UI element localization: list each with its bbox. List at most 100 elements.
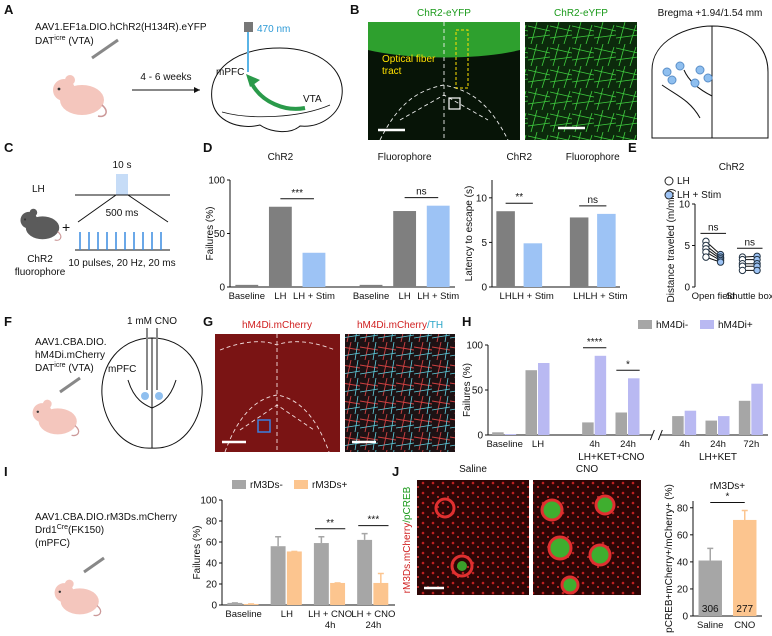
- bar: [393, 211, 417, 287]
- pulse-label: 10 pulses, 20 Hz, 20 ms: [68, 258, 175, 269]
- bar: [718, 416, 730, 435]
- cells: [540, 494, 616, 595]
- bar: [628, 378, 640, 435]
- bar: [496, 211, 515, 287]
- x-tick-label: Saline: [697, 620, 723, 631]
- y-tick-label: 100: [208, 176, 225, 187]
- error-bar: [741, 509, 748, 520]
- y-axis-label: Failures (%): [462, 363, 473, 417]
- epoch-label: 10 s: [113, 160, 132, 171]
- label-part: /pCREB: [402, 486, 413, 522]
- legend-swatch: [700, 320, 714, 329]
- y-tick-label: 100: [466, 341, 483, 352]
- brain-outline: [211, 47, 343, 132]
- syringe: [91, 38, 119, 60]
- coronal-brain: [101, 337, 203, 449]
- n-label: 277: [736, 604, 753, 615]
- legend-label: LH + Stim: [677, 190, 721, 201]
- significance-label: ***: [368, 515, 380, 526]
- point: [716, 258, 725, 266]
- region-text: (mPFC): [35, 538, 70, 549]
- bar: [359, 284, 383, 287]
- syringe: [59, 376, 81, 394]
- bar: [597, 213, 616, 287]
- vector-text: hM4Di.mCherry: [35, 350, 105, 361]
- line-rest: (FK150): [68, 525, 104, 536]
- y-tick-label: 40: [206, 559, 218, 570]
- title-part: hM4Di.mCherry: [357, 320, 427, 331]
- legend-label: hM4Di-: [656, 320, 688, 331]
- y-tick-label: 80: [677, 503, 689, 514]
- x-tick-label: LH + CNO 4h: [308, 609, 352, 631]
- line-sup: icre: [54, 35, 65, 42]
- zoom-box: [257, 419, 271, 433]
- bar: [698, 560, 722, 616]
- x-tick-label: LH + CNO 24h: [351, 609, 395, 631]
- panel-letter: G: [203, 314, 213, 329]
- bar: [738, 400, 751, 435]
- legend-marker: [664, 176, 674, 186]
- group-label: LH+KET+CNO: [578, 452, 644, 463]
- x-tick-label: LH: [274, 291, 286, 302]
- x-tick-label: Baseline: [486, 439, 522, 450]
- bar: [672, 416, 684, 435]
- title-part: /TH: [427, 320, 443, 331]
- panel-letter: E: [628, 140, 637, 155]
- cells: [434, 497, 474, 578]
- fiber-label: tract: [382, 66, 402, 77]
- chart-title: ChR2: [719, 162, 745, 173]
- bar: [492, 432, 504, 435]
- fiber-box: [244, 22, 253, 32]
- y-tick-label: 20: [206, 580, 218, 591]
- image-title: CNO: [576, 464, 598, 475]
- mouse-line: DATicre (VTA): [35, 35, 94, 47]
- mouse-icon: [53, 579, 102, 617]
- target-label: VTA: [303, 94, 322, 105]
- error-bar: [707, 547, 714, 561]
- y-tick-label: 0: [219, 283, 225, 294]
- y-tick-label: 10: [679, 200, 691, 211]
- n-label: 306: [702, 604, 719, 615]
- y-tick-label: 50: [472, 386, 484, 397]
- x-tick-label: LH: [532, 439, 544, 450]
- bar: [504, 434, 517, 435]
- significance-label: ***: [291, 188, 303, 199]
- y-tick-label: 0: [684, 283, 690, 294]
- bar: [525, 370, 537, 435]
- mouse-icon: [52, 74, 107, 118]
- legend-swatch: [232, 480, 246, 489]
- legend-label: rM3Ds+: [312, 480, 347, 491]
- label-part: rM3Ds.mCherry: [402, 523, 413, 594]
- axis-break-gap: [652, 433, 661, 437]
- bar: [684, 410, 697, 435]
- micrograph: [417, 480, 529, 595]
- x-tick-label: LH + Stim: [293, 291, 335, 302]
- wavelength-text: 470 nm: [257, 24, 290, 35]
- legend-label: LH: [677, 176, 690, 187]
- bar: [594, 355, 607, 435]
- vector-text: AAV1.EF1a.DIO.hChR2(H134R).eYFP: [35, 22, 207, 33]
- line-sup: Cre: [57, 524, 68, 531]
- bar: [426, 205, 450, 287]
- condition-label: LH: [32, 184, 45, 195]
- y-tick-label: 80: [206, 517, 218, 528]
- chart-title: rM3Ds+: [710, 481, 745, 492]
- micrograph: [215, 334, 340, 452]
- bar: [270, 546, 286, 605]
- bar: [705, 420, 717, 435]
- group-label: fluorophore: [15, 267, 66, 278]
- bar: [523, 243, 543, 287]
- fiber-label: Optical fiber: [382, 54, 436, 65]
- zoom-lines: [77, 194, 169, 223]
- x-tick-label: LH + Stim: [417, 291, 459, 302]
- mouse-icon: [31, 399, 80, 437]
- error-bar: [275, 536, 282, 547]
- fiber-outline: [455, 29, 469, 89]
- group-label: LH+KET: [699, 452, 737, 463]
- atlas-overlay: [219, 334, 336, 453]
- x-tick-label: Baseline: [353, 291, 389, 302]
- line-text: DAT: [35, 36, 54, 47]
- legend-marker: [664, 190, 674, 200]
- x-tick-label: LH: [281, 609, 293, 620]
- infusion-site: [141, 392, 149, 400]
